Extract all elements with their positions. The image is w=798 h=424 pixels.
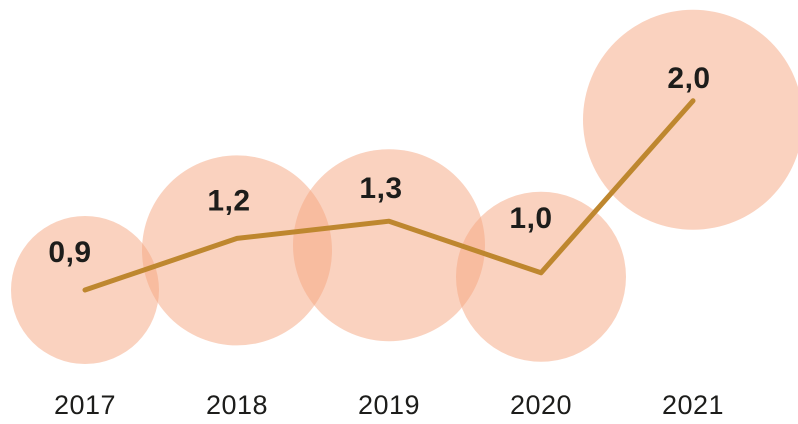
bubble-group bbox=[11, 9, 798, 364]
bubble-2021 bbox=[583, 9, 798, 230]
x-axis-label-group: 2017 2018 2019 2020 2021 bbox=[54, 390, 724, 420]
value-label-2019: 1,3 bbox=[359, 172, 402, 205]
trend-line bbox=[82, 98, 696, 293]
value-label-2018: 1,2 bbox=[207, 184, 250, 217]
value-label-2017: 0,9 bbox=[48, 236, 91, 269]
value-label-2021: 2,0 bbox=[667, 62, 710, 95]
x-axis-label-2020: 2020 bbox=[510, 390, 572, 420]
bubble-2018 bbox=[142, 155, 332, 346]
x-axis-label-2017: 2017 bbox=[54, 390, 116, 420]
x-axis-label-2021: 2021 bbox=[662, 390, 724, 420]
bubble-2019 bbox=[293, 149, 485, 342]
x-axis-label-2018: 2018 bbox=[206, 390, 268, 420]
value-label-2020: 1,0 bbox=[509, 202, 552, 235]
x-axis-label-2019: 2019 bbox=[358, 390, 420, 420]
value-label-group: 0,9 1,2 1,3 1,0 2,0 bbox=[48, 62, 710, 269]
bubble-2020 bbox=[456, 191, 626, 362]
